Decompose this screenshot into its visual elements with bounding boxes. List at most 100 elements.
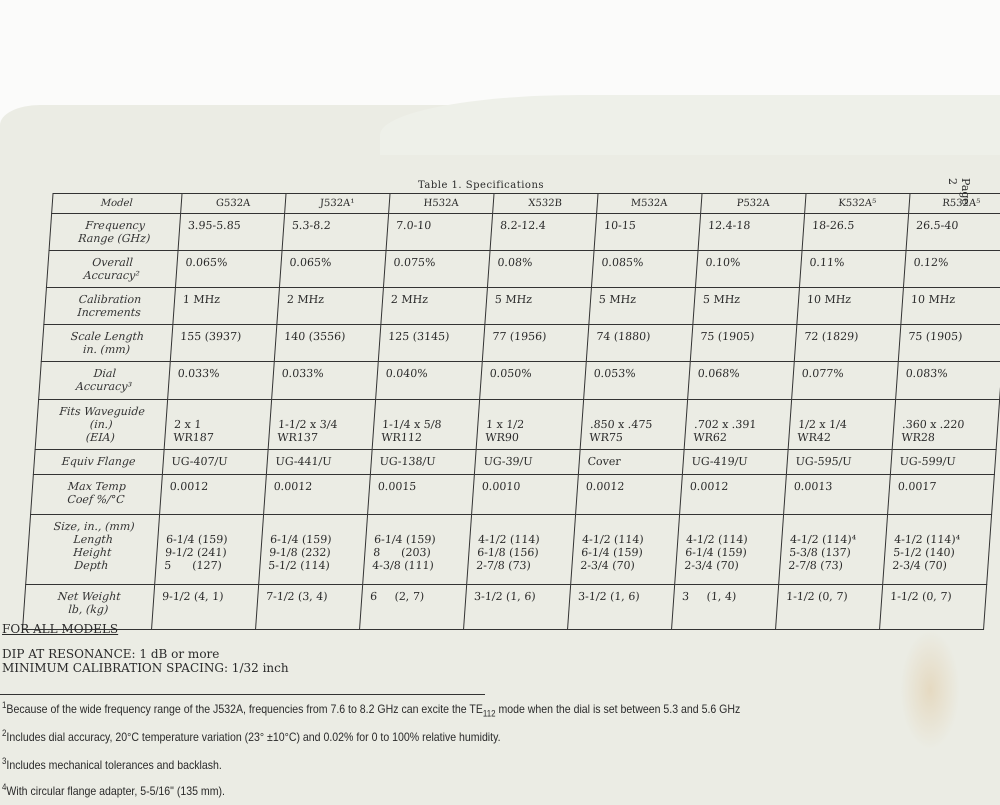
cell-line: 6 (2, 7) bbox=[369, 590, 425, 603]
table-cell: 0.0013 bbox=[783, 474, 891, 515]
cell-line: Height bbox=[72, 546, 112, 559]
cell-line bbox=[895, 520, 983, 533]
header-row: Model G532A J532A¹ H532A X532B M532A P532A K532… bbox=[51, 193, 1000, 214]
specifications-table: Model G532A J532A¹ H532A X532B M532A P532A K532… bbox=[22, 193, 1000, 630]
cell-line: WR42 bbox=[796, 431, 832, 444]
cell-line: 4-1/2 (114)⁴ bbox=[893, 533, 961, 546]
table-cell: 8.2-12.4 bbox=[489, 213, 597, 251]
cell-line: Accuracy³ bbox=[75, 380, 133, 393]
cell-line: Increments bbox=[76, 306, 142, 319]
cell-line: 5.3-8.2 bbox=[291, 219, 332, 232]
model-header: K532A⁵ bbox=[804, 193, 910, 214]
cell-line: 7.0-10 bbox=[395, 219, 432, 232]
cell-line: 2 x 1 bbox=[173, 418, 202, 431]
table-cell: UG-407/U bbox=[162, 449, 268, 475]
table-cell: 7-1/2 (3, 4) bbox=[255, 584, 363, 630]
cell-line: 0.083% bbox=[905, 367, 949, 380]
cell-line: 3 (1, 4) bbox=[681, 590, 737, 603]
cell-line: 0.033% bbox=[281, 367, 325, 380]
cell-line: 18-26.5 bbox=[811, 219, 855, 232]
dip-at-resonance: DIP AT RESONANCE: 1 dB or more bbox=[2, 647, 220, 661]
row-label: Scale Length in. (mm) bbox=[41, 324, 173, 362]
table-cell: 0.065% bbox=[279, 250, 386, 288]
cell-line: 77 (1956) bbox=[491, 330, 547, 343]
cell-line: Dial bbox=[93, 367, 117, 380]
table-cell: 0.085% bbox=[591, 250, 698, 288]
cell-line: .702 x .391 bbox=[693, 418, 757, 431]
cell-line bbox=[487, 405, 575, 418]
cell-line: Overall bbox=[91, 256, 134, 269]
table-cell: Cover bbox=[578, 449, 684, 475]
cell-line: 1 x 1/2 bbox=[485, 418, 525, 431]
cell-line: 0.12% bbox=[913, 256, 949, 269]
row-label: Size, in., (mm) Length Height Depth bbox=[25, 514, 160, 585]
table-cell: UG-138/U bbox=[370, 449, 476, 475]
table-cell: 77 (1956) bbox=[482, 324, 589, 362]
cell-line: 0.065% bbox=[184, 256, 228, 269]
cell-line: 4-3/8 (111) bbox=[371, 559, 435, 572]
cell-line bbox=[799, 405, 887, 418]
table-cell: 155 (3937) bbox=[170, 324, 277, 362]
cell-line bbox=[591, 405, 679, 418]
cell-line: 5-3/8 (137) bbox=[788, 546, 852, 559]
cell-line: 74 (1880) bbox=[595, 330, 651, 343]
model-header: H532A bbox=[388, 193, 494, 214]
cell-line: 0.11% bbox=[809, 256, 845, 269]
table-cell: 0.0017 bbox=[887, 474, 995, 515]
cell-line: Accuracy² bbox=[83, 269, 141, 282]
cell-line: Coef %/°C bbox=[66, 493, 126, 506]
table-cell: UG-595/U bbox=[786, 449, 892, 475]
cell-line: 5 MHz bbox=[598, 293, 637, 306]
table-cell: 4-1/2 (114) 6-1/4 (159) 2-3/4 (70) bbox=[570, 514, 680, 585]
cell-line: 2-3/4 (70) bbox=[579, 559, 636, 572]
cell-line: G532A bbox=[215, 198, 251, 209]
cell-line: 26.5-40 bbox=[915, 219, 959, 232]
cell-line: Depth bbox=[73, 559, 109, 572]
table-cell: 9-1/2 (4, 1) bbox=[151, 584, 259, 630]
cell-line: 2-3/4 (70) bbox=[891, 559, 948, 572]
cell-line: 4-1/2 (114) bbox=[685, 533, 749, 546]
table-cell: 5.3-8.2 bbox=[281, 213, 389, 251]
row-label: Frequency Range (GHz) bbox=[49, 213, 181, 251]
cell-line: 10 MHz bbox=[806, 293, 852, 306]
table-row: Calibration Increments 1 MHz 2 MHz 2 MHz 5 MH… bbox=[43, 287, 1000, 325]
cell-line: 75 (1905) bbox=[699, 330, 755, 343]
cell-line: Length bbox=[73, 533, 114, 546]
table-cell: 6-1/4 (159) 9-1/2 (241) 5 (127) bbox=[154, 514, 264, 585]
cell-line: 0.065% bbox=[289, 256, 332, 269]
table-row: Max Temp Coef %/°C 0.0012 0.0012 0.0015 0.001… bbox=[30, 474, 995, 515]
table-cell: 140 (3556) bbox=[274, 324, 381, 362]
table-cell: 0.0012 bbox=[575, 474, 683, 515]
cell-line: 6-1/4 (159) bbox=[373, 533, 437, 546]
cell-line: in. (mm) bbox=[82, 343, 131, 356]
cell-line: 8.2-12.4 bbox=[499, 219, 547, 232]
table-cell: 0.0012 bbox=[679, 474, 787, 515]
cell-line: WR90 bbox=[484, 431, 520, 444]
model-header: G532A bbox=[180, 193, 286, 214]
row-label: Calibration Increments bbox=[43, 287, 176, 325]
cell-line bbox=[279, 405, 367, 418]
cell-line: UG-599/U bbox=[899, 455, 957, 468]
cell-line: 0.0012 bbox=[585, 480, 625, 493]
cell-line: 3-1/2 (1, 6) bbox=[577, 590, 641, 603]
table-cell: 0.033% bbox=[167, 361, 275, 400]
cell-line: 2-3/4 (70) bbox=[683, 559, 740, 572]
paper-stain bbox=[900, 630, 960, 750]
table-cell: 5 MHz bbox=[484, 287, 592, 325]
table-cell: 7.0-10 bbox=[385, 213, 493, 251]
table-cell: UG-441/U bbox=[266, 449, 372, 475]
cell-line: 1-1/4 x 5/8 bbox=[381, 418, 442, 431]
cell-line: Scale Length bbox=[70, 330, 145, 343]
table-cell: 0.040% bbox=[375, 361, 483, 400]
cell-line: 125 (3145) bbox=[387, 330, 450, 343]
cell-line bbox=[383, 405, 471, 418]
table-row: Scale Length in. (mm) 155 (3937) 140 (3556)… bbox=[41, 324, 1000, 362]
table-cell: .850 x .475 WR75 bbox=[579, 399, 688, 450]
cell-line: 0.0012 bbox=[689, 480, 729, 493]
table-cell: 10 MHz bbox=[796, 287, 904, 325]
table-cell: 75 (1905) bbox=[898, 324, 1000, 362]
cell-line: 1-1/2 (0, 7) bbox=[889, 590, 953, 603]
model-header: P532A bbox=[700, 193, 806, 214]
table-cell: 4-1/2 (114) 6-1/8 (156) 2-7/8 (73) bbox=[466, 514, 576, 585]
table-cell: 0.065% bbox=[175, 250, 282, 288]
